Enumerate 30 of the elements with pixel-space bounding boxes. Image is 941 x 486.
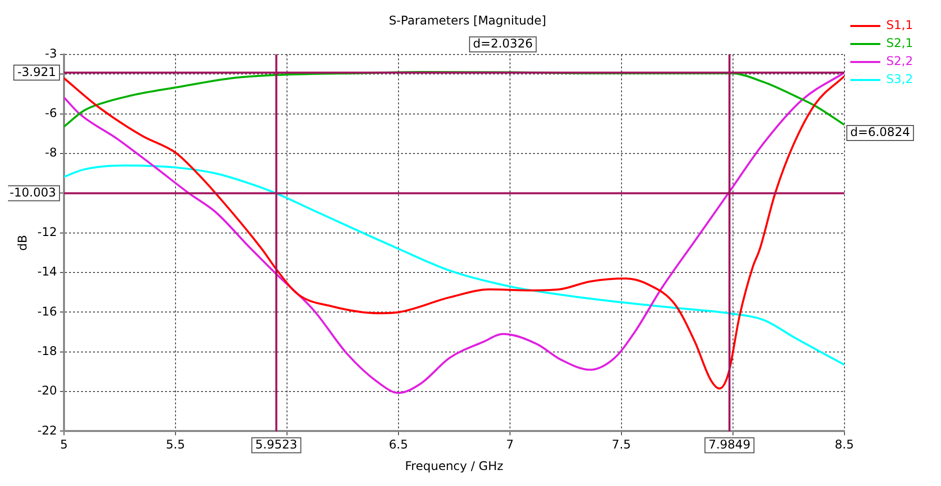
legend-label: S1,1	[886, 18, 913, 32]
y-tick-label: -8	[45, 146, 57, 160]
x-tick-label: 5	[60, 438, 68, 452]
legend-label: S3,2	[886, 72, 913, 86]
x-tick-label: 8.5	[834, 438, 854, 452]
ref-line-label: 5.9523	[255, 437, 298, 452]
y-tick-label: -12	[37, 225, 57, 240]
line-series	[64, 164, 844, 366]
line-series	[64, 71, 844, 128]
y-tick-label: -18	[37, 344, 57, 358]
ref-line-label: 7.9849	[708, 437, 750, 452]
y-tick-label: -22	[37, 423, 57, 438]
y-tick-label: -6	[45, 106, 57, 120]
ref-line-label: -10.003	[10, 185, 56, 200]
ref-line-label: -3.921	[17, 64, 56, 79]
legend-label: S2,2	[886, 54, 913, 68]
x-tick-label: 5.5	[166, 438, 186, 452]
legend-label: S2,1	[886, 36, 913, 50]
x-tick-label: 7.5	[612, 438, 631, 452]
y-tick-label: -16	[37, 304, 57, 318]
y-tick-label: -14	[37, 264, 57, 279]
y-tick-label: -3	[45, 46, 57, 61]
x-axis-title: Frequency / GHz	[405, 458, 504, 473]
y-axis-title: dB	[15, 234, 30, 251]
x-tick-label: 6.5	[388, 438, 408, 452]
y-tick-label: -20	[37, 384, 57, 398]
chart-title: S-Parameters [Magnitude]	[388, 13, 546, 28]
x-tick-label: 7	[506, 438, 514, 452]
text: d=2.0326	[473, 36, 533, 51]
text: d=6.0824	[850, 125, 910, 140]
